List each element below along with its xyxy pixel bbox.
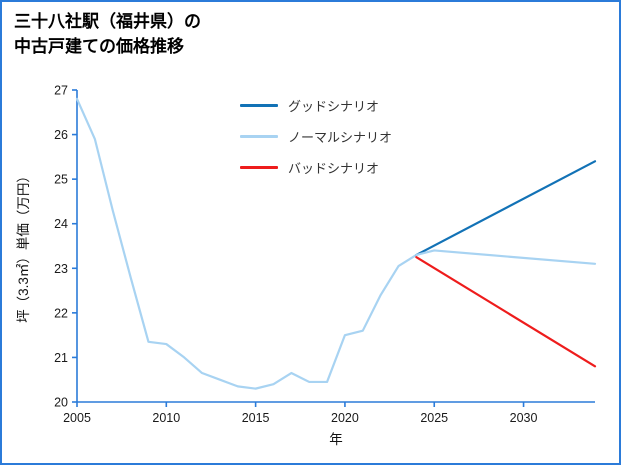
svg-text:2025: 2025 — [420, 411, 448, 425]
svg-text:26: 26 — [54, 128, 68, 142]
chart-title-line2: 中古戸建ての価格推移 — [14, 36, 184, 56]
svg-text:2010: 2010 — [152, 411, 180, 425]
legend-item-normal: ノーマルシナリオ — [240, 127, 392, 146]
svg-text:22: 22 — [54, 306, 68, 320]
svg-text:27: 27 — [54, 84, 68, 98]
svg-text:24: 24 — [54, 217, 68, 231]
svg-text:2015: 2015 — [242, 411, 270, 425]
chart-title: 三十八社駅（福井県）の 中古戸建ての価格推移 — [14, 10, 201, 59]
svg-text:2005: 2005 — [63, 411, 91, 425]
svg-text:23: 23 — [54, 262, 68, 276]
legend-label-normal: ノーマルシナリオ — [288, 130, 393, 145]
legend-item-bad: バッドシナリオ — [240, 158, 392, 177]
legend: グッドシナリオ ノーマルシナリオ バッドシナリオ — [240, 96, 392, 177]
svg-text:2020: 2020 — [331, 411, 359, 425]
svg-text:25: 25 — [54, 173, 68, 187]
legend-swatch-bad — [240, 166, 278, 169]
svg-text:坪（3.3㎡）単価（万円）: 坪（3.3㎡）単価（万円） — [16, 169, 31, 323]
legend-label-bad: バッドシナリオ — [288, 161, 380, 176]
svg-text:21: 21 — [54, 351, 68, 365]
legend-label-good: グッドシナリオ — [288, 99, 380, 114]
svg-text:20: 20 — [54, 396, 68, 410]
svg-text:2030: 2030 — [510, 411, 538, 425]
chart-title-line1: 三十八社駅（福井県）の — [14, 12, 201, 31]
legend-item-good: グッドシナリオ — [240, 96, 392, 115]
svg-text:年: 年 — [329, 432, 343, 447]
legend-swatch-normal — [240, 135, 278, 138]
legend-swatch-good — [240, 104, 278, 107]
